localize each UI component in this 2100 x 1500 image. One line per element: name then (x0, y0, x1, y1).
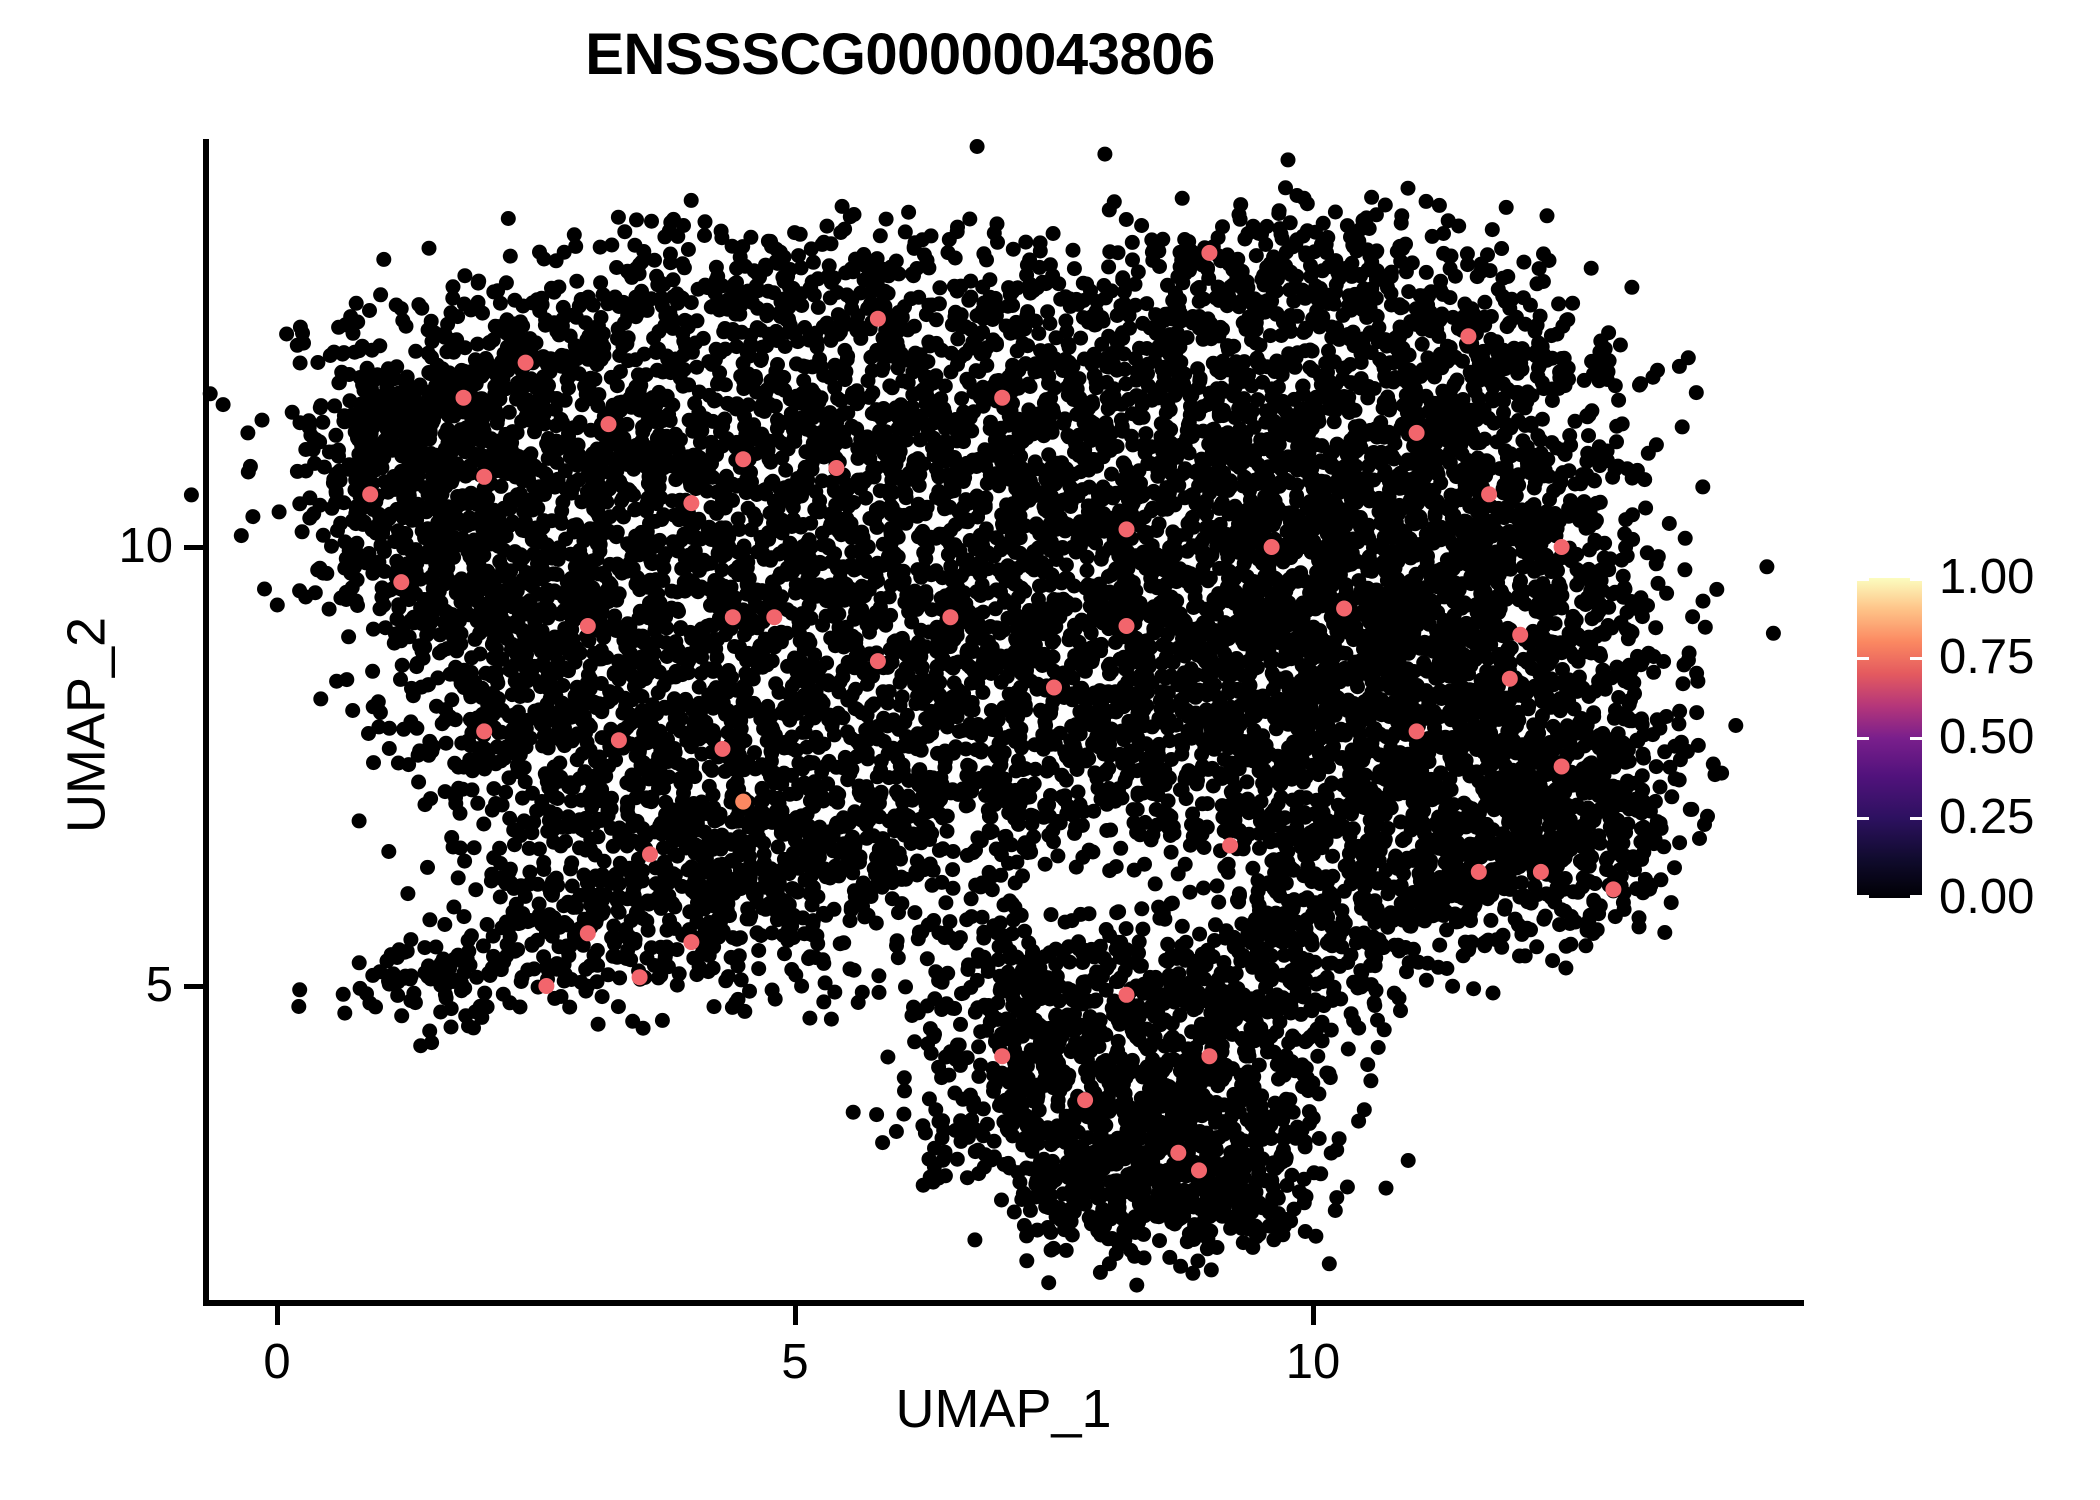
scatter-point-expressing (1118, 521, 1135, 538)
y-axis-line (203, 139, 209, 1306)
colorbar-tick-mark (1910, 817, 1922, 820)
scatter-point-expressing (1046, 679, 1062, 696)
colorbar-tick-mark (1910, 657, 1922, 660)
colorbar-legend: 0.00 0.25 0.50 0.75 1.00 (1857, 553, 2087, 922)
scatter-point-expressing (1481, 486, 1498, 503)
colorbar-tick-label: 0.75 (1939, 630, 2035, 684)
colorbar-tick-mark (1857, 657, 1869, 660)
scatter-point-expressing (1512, 626, 1529, 643)
scatter-point-expressing (1170, 1144, 1187, 1161)
y-tick-mark (184, 545, 203, 550)
x-tick-mark (793, 1306, 798, 1325)
colorbar-tick-mark (1857, 817, 1869, 820)
scatter-points-layer (183, 139, 1781, 1293)
scatter-point-expressing (994, 389, 1011, 406)
colorbar-tick-label: 1.00 (1939, 550, 2035, 604)
scatter-point-expressing (1408, 723, 1425, 740)
scatter-point-expressing (1201, 1048, 1218, 1065)
scatter-point-expressing (1532, 863, 1549, 880)
scatter-point-expressing (942, 609, 959, 626)
scatter-point-expressing (600, 416, 617, 433)
scatter-point-expressing (517, 354, 534, 371)
scatter-point-expressing (1191, 1162, 1207, 1179)
scatter-point-expressing (1460, 328, 1477, 345)
scatter-point-expressing (724, 609, 741, 626)
x-tick-mark (275, 1306, 280, 1325)
colorbar-tick-label: 0.25 (1939, 790, 2035, 844)
x-tick-mark (1311, 1306, 1316, 1325)
scatter-point-expressing (994, 1048, 1011, 1065)
scatter-point-expressing (631, 969, 648, 986)
scatter-point-expressing (1470, 863, 1487, 880)
plot-panel (183, 139, 1804, 1304)
scatter-point-expressing (1553, 758, 1570, 775)
scatter-point-expressing (642, 846, 658, 863)
y-tick-mark (184, 984, 203, 989)
scatter-point-expressing (1605, 881, 1622, 898)
x-tick-label: 5 (781, 1335, 809, 1389)
scatter-point-expressing (1336, 600, 1353, 617)
scatter-point-expressing (683, 934, 700, 951)
scatter-point-expressing (362, 486, 379, 503)
scatter-point-expressing (579, 618, 596, 634)
scatter-point-expressing (1408, 424, 1425, 441)
scatter-point-expressing (1201, 244, 1218, 261)
scatter-point-expressing (735, 451, 752, 468)
scatter-point-expressing (1263, 539, 1280, 555)
x-axis-title: UMAP_1 (895, 1379, 1112, 1439)
scatter-point-expressing (476, 723, 493, 740)
colorbar-gradient (1857, 578, 1922, 898)
scatter-point-expressing (393, 574, 410, 591)
scatter-point-expressing (1118, 618, 1135, 634)
colorbar-tick-mark (1857, 895, 1869, 898)
scatter-point-expressing (869, 310, 886, 327)
colorbar-tick-mark (1910, 895, 1922, 898)
scatter-point-expressing (714, 740, 731, 757)
scatter-point-expressing (538, 978, 555, 994)
scatter-point-expressing (1501, 670, 1518, 687)
x-axis-line (203, 1300, 1804, 1306)
scatter-point-expressing (476, 468, 493, 485)
scatter-point-expressing (579, 925, 596, 942)
scatter-point-expressing (610, 732, 627, 749)
scatter-point-expressing (683, 495, 700, 512)
scatter-point-expressing (1118, 986, 1135, 1003)
y-axis-title: UMAP_2 (56, 616, 117, 834)
scatter-point-expressing (828, 460, 845, 476)
colorbar-tick-mark (1910, 737, 1922, 740)
colorbar-tick-mark (1857, 578, 1869, 581)
x-tick-label: 0 (263, 1335, 291, 1389)
colorbar-tick-mark (1910, 578, 1922, 581)
x-tick-label: 10 (1285, 1335, 1341, 1389)
scatter-point-expressing (1222, 837, 1239, 854)
scatter-point-expressing (1553, 539, 1570, 555)
colorbar-tick-label: 0.50 (1939, 710, 2035, 764)
scatter-point-expressing (869, 653, 886, 670)
page-title: ENSSSCG00000043806 (585, 22, 1215, 87)
colorbar-tick-label: 0.00 (1939, 870, 2035, 924)
scatter-point-expressing (455, 389, 472, 406)
colorbar-tick-mark (1857, 737, 1869, 740)
scatter-point-expressing (735, 793, 752, 810)
y-tick-label: 10 (118, 519, 173, 573)
y-tick-label: 5 (145, 958, 173, 1012)
scatter-point-expressing (1077, 1092, 1094, 1109)
scatter-point-expressing (766, 609, 783, 626)
